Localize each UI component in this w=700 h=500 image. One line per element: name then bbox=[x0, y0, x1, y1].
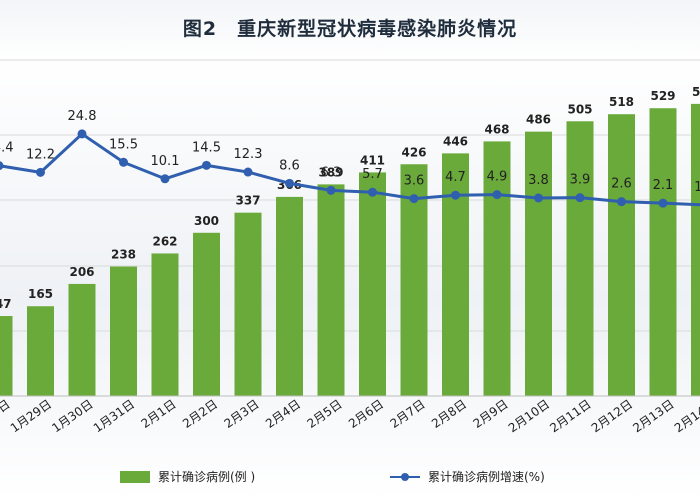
bar-value-label: 486 bbox=[526, 113, 551, 127]
bar bbox=[0, 316, 13, 396]
growth-value-label: 2.6 bbox=[611, 177, 632, 192]
bar-value-label: 165 bbox=[28, 287, 53, 301]
bar bbox=[276, 196, 303, 396]
bar-value-label: 262 bbox=[152, 234, 177, 248]
x-tick-label: 2月6日 bbox=[346, 397, 386, 431]
bar bbox=[110, 266, 137, 396]
bar bbox=[566, 121, 594, 396]
legend-item-line: 累计确诊病例增速(%) bbox=[390, 468, 545, 485]
growth-value-label: 1.5 bbox=[694, 180, 700, 195]
growth-point bbox=[285, 178, 294, 188]
bar bbox=[608, 114, 635, 396]
growth-value-label: 4.9 bbox=[487, 170, 508, 185]
x-tick-label: 2月1日 bbox=[139, 397, 179, 431]
x-tick-label: 2月4日 bbox=[263, 397, 303, 431]
growth-value-label: 15.5 bbox=[109, 137, 138, 152]
growth-point bbox=[534, 193, 543, 203]
growth-point bbox=[326, 185, 336, 195]
bar-value-label: 468 bbox=[484, 122, 509, 136]
title-band bbox=[0, 0, 700, 62]
growth-value-label: 8.6 bbox=[279, 158, 300, 173]
x-tick-label: 2月9日 bbox=[471, 397, 511, 431]
x-tick-label: 1月29日 bbox=[8, 397, 54, 435]
x-tick-label: 2月8日 bbox=[429, 397, 469, 431]
growth-point bbox=[368, 187, 377, 197]
growth-point bbox=[160, 174, 170, 184]
bar-value-label: 446 bbox=[443, 134, 468, 148]
x-tick-label: 2月12日 bbox=[589, 397, 635, 435]
growth-point bbox=[119, 157, 128, 167]
growth-value-label: 6.3 bbox=[321, 165, 342, 180]
growth-value-label: 3.9 bbox=[570, 173, 591, 188]
growth-point bbox=[202, 160, 211, 170]
bar-value-label: 147 bbox=[0, 297, 12, 311]
growth-value-label: 4.7 bbox=[445, 170, 466, 185]
growth-point bbox=[77, 129, 87, 139]
growth-point bbox=[451, 190, 460, 200]
x-tick-label: 2月7日 bbox=[388, 397, 428, 431]
bar bbox=[442, 153, 469, 396]
bar bbox=[234, 212, 262, 396]
growth-point bbox=[36, 167, 45, 177]
x-tick-label: 2月11日 bbox=[547, 397, 593, 435]
bar-value-label: 389 bbox=[318, 165, 343, 179]
x-tick-label: 2月13日 bbox=[630, 397, 676, 435]
bar bbox=[691, 103, 700, 396]
x-tick-label: 2月3日 bbox=[222, 397, 262, 431]
legend-label-bars: 累计确诊病例(例 ) bbox=[158, 470, 256, 484]
bar-value-label: 537 bbox=[692, 85, 700, 99]
growth-point bbox=[617, 197, 626, 207]
growth-value-label: 3.8 bbox=[528, 173, 549, 188]
growth-point bbox=[575, 193, 585, 203]
growth-point bbox=[409, 194, 419, 204]
growth-value-label: 10.1 bbox=[151, 154, 180, 169]
bar bbox=[27, 306, 54, 396]
chart-title: 图2 重庆新型冠状病毒感染肺炎情况 bbox=[182, 18, 518, 40]
x-tick-label: 2月2日 bbox=[180, 397, 220, 431]
growth-value-label: 14.5 bbox=[192, 140, 221, 155]
x-tick-label: 2月5日 bbox=[305, 397, 345, 431]
x-tick-label: 2月14日 bbox=[672, 397, 700, 435]
bar bbox=[151, 253, 179, 396]
bar bbox=[193, 232, 220, 396]
bar-swatch-icon bbox=[120, 470, 150, 483]
growth-value-label: 2.1 bbox=[653, 178, 674, 193]
bar-value-label: 206 bbox=[69, 265, 94, 279]
growth-point bbox=[0, 161, 4, 171]
growth-point bbox=[243, 167, 253, 177]
growth-value-label: 24.8 bbox=[68, 109, 97, 124]
x-tick-label: 1月31日 bbox=[91, 397, 137, 435]
growth-value-label: 12.3 bbox=[234, 147, 263, 162]
legend-label-line: 累计确诊病例增速(%) bbox=[428, 470, 545, 484]
growth-line bbox=[0, 132, 700, 207]
bar bbox=[525, 131, 552, 396]
bar bbox=[483, 141, 511, 396]
bar-value-label: 518 bbox=[609, 95, 634, 109]
bar bbox=[649, 108, 677, 396]
bar-value-label: 238 bbox=[111, 248, 136, 262]
bar bbox=[317, 184, 345, 396]
bar-value-label: 300 bbox=[194, 214, 219, 228]
growth-value-label: 3.6 bbox=[404, 174, 425, 189]
growth-value-label: 14.4 bbox=[0, 141, 13, 156]
bar bbox=[359, 172, 386, 396]
bar-value-label: 426 bbox=[401, 145, 426, 159]
bar-value-label: 505 bbox=[567, 102, 592, 116]
growth-point bbox=[492, 190, 502, 200]
x-tick-label: 1月30日 bbox=[49, 397, 95, 435]
bar bbox=[68, 283, 96, 396]
growth-value-label: 5.7 bbox=[362, 167, 383, 182]
line-swatch-icon bbox=[390, 471, 420, 483]
legend-item-bars: 累计确诊病例(例 ) bbox=[120, 468, 255, 485]
bar-value-label: 411 bbox=[360, 153, 385, 167]
bar-value-label: 337 bbox=[235, 194, 260, 208]
x-tick-label: 2月10日 bbox=[506, 397, 552, 435]
bar-value-label: 529 bbox=[650, 89, 675, 103]
growth-point bbox=[658, 198, 668, 208]
growth-value-label: 12.2 bbox=[26, 147, 55, 162]
legend: 累计确诊病例(例 ) 累计确诊病例增速(%) bbox=[0, 462, 700, 492]
